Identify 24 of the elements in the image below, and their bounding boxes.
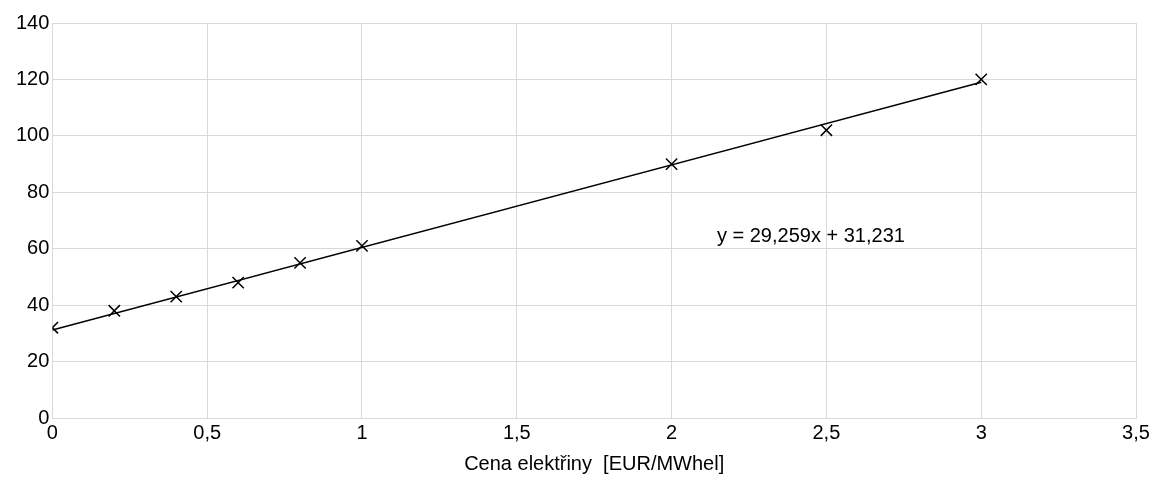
y-tick-label: 120 — [15, 66, 50, 89]
point — [107, 304, 121, 318]
x-tick-label: 0,5 — [193, 420, 222, 443]
x-tick-label: 3,5 — [1122, 420, 1150, 443]
x-tick-label: 1,5 — [502, 420, 531, 443]
point — [665, 157, 678, 171]
y-tick-label: 40 — [27, 292, 50, 315]
point — [293, 256, 307, 270]
x-tick-label: 2 — [666, 420, 678, 443]
y-tick-label: 140 — [15, 10, 50, 33]
y-tick-label: 20 — [27, 349, 50, 372]
y-tick-label: 100 — [15, 123, 50, 146]
annotation: y = 29,259x + 31,231 — [716, 223, 905, 246]
x-axis-title: Cena elektřiny [EUR/MWhel] — [464, 451, 725, 474]
point — [169, 290, 183, 304]
x-tick-label: 2,5 — [812, 420, 841, 443]
x-tick-label: 1 — [356, 420, 368, 443]
y-tick-label: 60 — [27, 236, 50, 259]
point — [355, 239, 369, 253]
point — [974, 73, 988, 86]
point — [819, 123, 833, 137]
x-tick-label: 3 — [975, 420, 987, 443]
point — [231, 276, 245, 289]
y-tick-label: 80 — [27, 179, 50, 202]
